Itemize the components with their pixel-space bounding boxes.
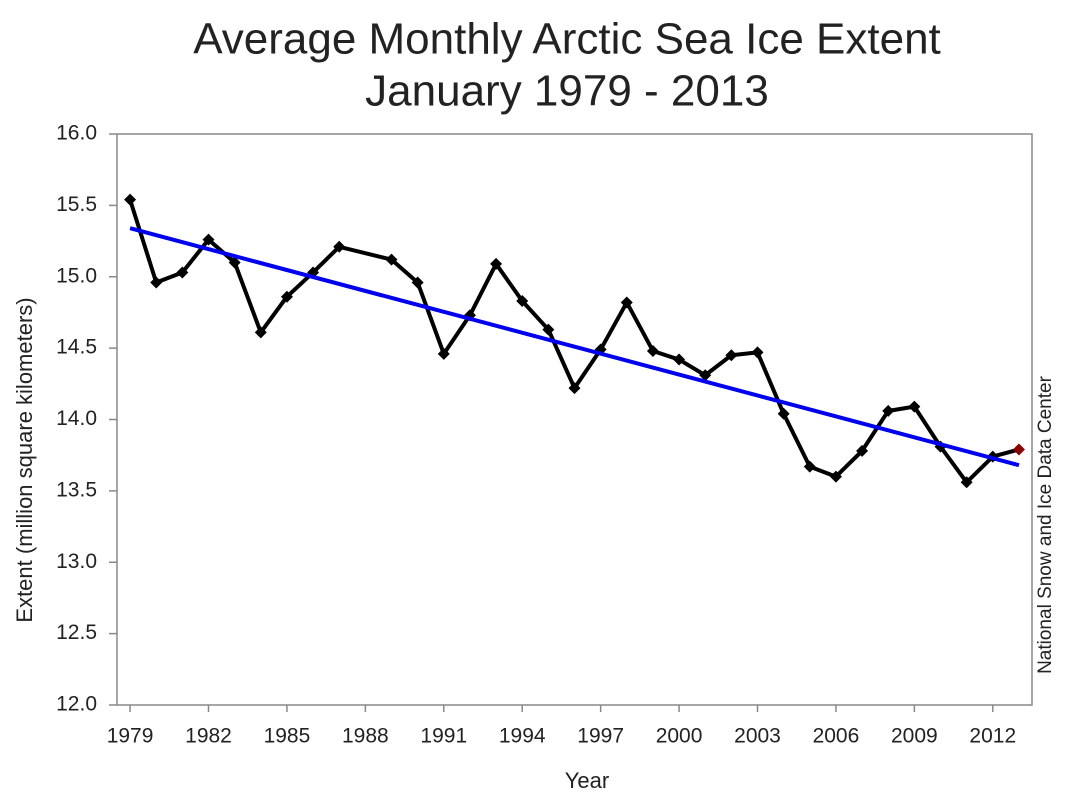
x-tick-label: 1991 xyxy=(420,725,467,748)
x-tick-label: 1979 xyxy=(107,725,154,748)
y-axis-label: Extent (million square kilometers) xyxy=(12,297,37,622)
x-axis-label: Year xyxy=(565,768,609,793)
data-point xyxy=(673,353,686,366)
data-point xyxy=(176,266,189,279)
data-point xyxy=(437,347,450,360)
y-tick-label: 12.5 xyxy=(56,621,97,644)
x-tick-label: 1988 xyxy=(342,725,389,748)
data-line xyxy=(128,199,1020,485)
data-point xyxy=(228,256,241,269)
chart-subtitle: January 1979 - 2013 xyxy=(365,67,769,116)
data-point xyxy=(333,240,346,253)
data-point xyxy=(856,444,869,457)
data-point xyxy=(646,344,659,357)
y-tick-label: 12.0 xyxy=(56,693,97,716)
y-tick-label: 15.0 xyxy=(56,264,97,287)
data-point xyxy=(882,404,895,417)
x-tick-label: 2000 xyxy=(656,725,703,748)
x-tick-label: 2003 xyxy=(734,725,781,748)
data-point xyxy=(829,470,842,483)
x-tick-label: 2009 xyxy=(891,725,938,748)
data-point xyxy=(385,253,398,266)
y-tick-label: 14.5 xyxy=(56,336,97,359)
data-point xyxy=(725,349,738,362)
data-point xyxy=(150,276,163,289)
data-point xyxy=(960,476,973,489)
data-point xyxy=(751,346,764,359)
trend-line xyxy=(129,226,1020,468)
x-tick-label: 1982 xyxy=(185,725,232,748)
data-point xyxy=(542,323,555,336)
plot-frame xyxy=(116,133,1033,706)
data-point xyxy=(777,407,790,420)
data-point xyxy=(699,369,712,382)
data-point xyxy=(620,296,633,309)
data-point xyxy=(908,400,921,413)
y-tick-label: 14.0 xyxy=(56,407,97,430)
x-tick-label: 2012 xyxy=(969,725,1016,748)
data-point xyxy=(516,295,529,308)
x-tick-label: 1985 xyxy=(264,725,311,748)
data-point xyxy=(803,460,816,473)
x-tick-label: 1997 xyxy=(577,725,624,748)
data-point xyxy=(124,193,137,206)
data-point xyxy=(1012,443,1025,456)
y-tick-label: 13.5 xyxy=(56,478,97,501)
y-tick-label: 13.0 xyxy=(56,550,97,573)
data-point xyxy=(280,290,293,303)
data-point xyxy=(490,257,503,270)
source-note: National Snow and Ice Data Center xyxy=(1035,375,1056,674)
data-point xyxy=(568,382,581,395)
data-point xyxy=(254,326,267,339)
x-tick-label: 1994 xyxy=(499,725,546,748)
x-tick-label: 2006 xyxy=(813,725,860,748)
chart-title: Average Monthly Arctic Sea Ice Extent xyxy=(193,15,941,64)
data-point xyxy=(411,276,424,289)
y-tick-label: 16.0 xyxy=(56,122,97,145)
y-tick-label: 15.5 xyxy=(56,193,97,216)
data-point xyxy=(202,233,215,246)
